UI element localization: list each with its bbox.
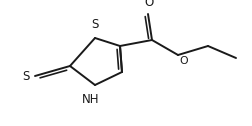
- Text: O: O: [179, 56, 188, 66]
- Text: S: S: [91, 18, 99, 31]
- Text: NH: NH: [82, 93, 99, 106]
- Text: O: O: [145, 0, 154, 9]
- Text: S: S: [23, 70, 30, 83]
